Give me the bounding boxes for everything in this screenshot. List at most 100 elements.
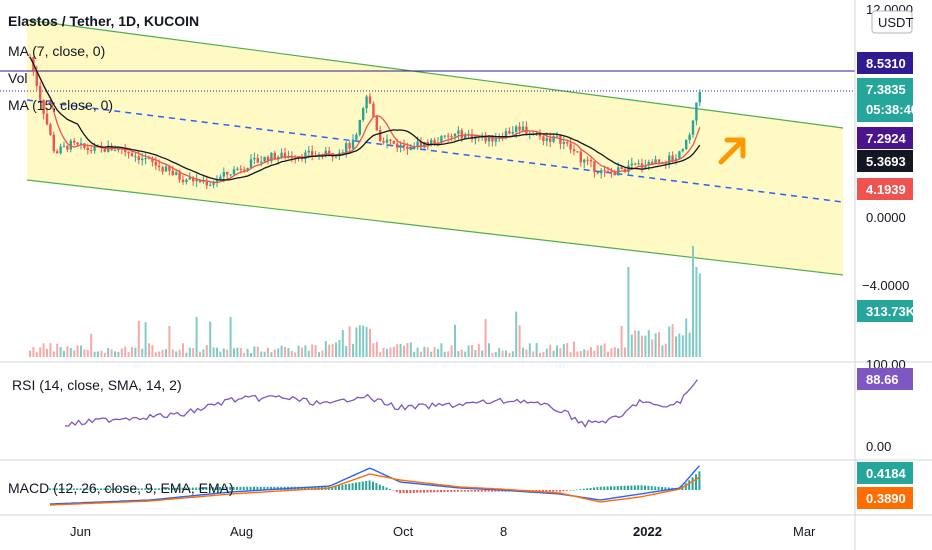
macd-legend[interactable]: MACD (12, 26, close, 9, EMA, EMA) <box>8 480 234 496</box>
volume-bar <box>637 330 640 357</box>
volume-bar <box>382 347 385 357</box>
macd-hist-bar <box>208 487 211 490</box>
volume-bar <box>542 351 545 357</box>
volume-bar <box>290 350 293 357</box>
ma7-legend[interactable]: MA (7, close, 0) <box>8 43 105 59</box>
volume-bar <box>188 347 191 357</box>
macd-hist-bar <box>389 488 391 490</box>
macd-hist-bar <box>644 485 646 490</box>
volume-bar <box>137 320 140 357</box>
candle-body <box>606 171 610 173</box>
candle-body <box>637 163 640 165</box>
candle-body <box>464 134 467 139</box>
candle-body <box>188 177 191 180</box>
time-label-8: 8 <box>500 524 507 539</box>
macd-hist-bar <box>168 488 170 490</box>
macd-hist-bar <box>266 486 269 490</box>
macd-hist-bar <box>416 490 419 493</box>
macd-hist-bar <box>304 486 306 490</box>
volume-bar <box>103 352 106 357</box>
macd-hist-bar <box>565 490 568 491</box>
macd-hist-bar <box>436 490 439 493</box>
volume-bar <box>287 348 290 357</box>
volume-bar <box>525 349 528 357</box>
candle-body <box>487 135 491 142</box>
candle-body <box>396 143 399 148</box>
volume-bar <box>501 350 504 357</box>
candle-body <box>379 130 382 142</box>
macd-hist-bar <box>640 485 643 490</box>
volume-bar <box>528 343 531 357</box>
time-label-2022: 2022 <box>633 524 662 539</box>
volume-bar <box>539 352 541 357</box>
time-label-aug: Aug <box>230 524 253 539</box>
macd-hist-bar <box>103 488 106 490</box>
volume-bar <box>93 351 96 357</box>
volume-bar <box>505 350 507 357</box>
candle-body <box>600 170 603 174</box>
candle-body <box>426 141 429 145</box>
macd-hist-bar <box>164 488 167 490</box>
candle-body <box>158 165 161 168</box>
candle-body <box>419 141 423 148</box>
volume-bar <box>600 345 603 357</box>
candle-body <box>141 158 144 161</box>
rsi-line <box>64 379 698 428</box>
macd-hist-bar <box>433 490 436 493</box>
candle-body <box>389 139 392 141</box>
volume-bar <box>263 351 266 357</box>
candle-body <box>586 159 589 161</box>
ma15-legend[interactable]: MA (15, close, 0) <box>8 97 113 113</box>
macd-hist-bar <box>341 484 344 490</box>
volume-bar <box>80 345 82 357</box>
macd-hist-bar <box>113 488 116 490</box>
candle-body <box>124 149 127 152</box>
candle-body <box>56 151 59 154</box>
rsi-legend[interactable]: RSI (14, close, SMA, 14, 2) <box>12 377 182 393</box>
volume-bar <box>355 327 358 357</box>
macd-hist-bar <box>497 490 500 492</box>
volume-bar <box>634 330 637 357</box>
volume-bar <box>559 348 562 357</box>
price-tag-label: 4.1939 <box>866 182 906 197</box>
macd-hist-bar <box>429 490 432 493</box>
candle-body <box>351 139 355 149</box>
candle-body <box>552 136 555 142</box>
macd-hist-bar <box>256 486 259 490</box>
macd-hist-bar <box>79 488 82 490</box>
candle-body <box>273 152 276 160</box>
volume-bar <box>331 344 334 357</box>
candle-body <box>236 168 239 170</box>
volume-bar <box>154 352 157 357</box>
macd-hist-bar <box>181 487 184 490</box>
macd-hist-bar <box>596 487 599 490</box>
volume-bar <box>352 343 354 357</box>
candle-body <box>508 131 511 134</box>
macd-hist-bar <box>86 488 89 490</box>
vol-legend[interactable]: Vol <box>8 70 27 86</box>
macd-hist-bar <box>589 487 592 490</box>
volume-bar <box>52 351 55 357</box>
macd-hist-bar <box>657 486 660 490</box>
candle-body <box>90 150 93 152</box>
volume-bar <box>158 351 161 357</box>
volume-bar <box>658 332 660 357</box>
macd-hist-bar <box>603 486 606 490</box>
volume-bar <box>617 348 620 357</box>
volume-bar <box>114 351 116 357</box>
volume-bar <box>675 336 677 357</box>
currency-badge[interactable] <box>871 10 913 34</box>
candle-body <box>423 141 426 148</box>
volume-bar <box>185 352 188 357</box>
volume-bar <box>515 311 518 357</box>
volume-bar <box>386 348 388 357</box>
macd-hist-bar <box>157 488 160 490</box>
volume-bar <box>348 326 351 357</box>
candle-body <box>674 158 678 162</box>
macd-hist-bar <box>96 488 99 490</box>
volume-bar <box>192 348 195 357</box>
macd-hist-bar <box>222 486 225 490</box>
macd-hist-bar <box>593 487 595 490</box>
channel-lower-line <box>26 179 844 276</box>
